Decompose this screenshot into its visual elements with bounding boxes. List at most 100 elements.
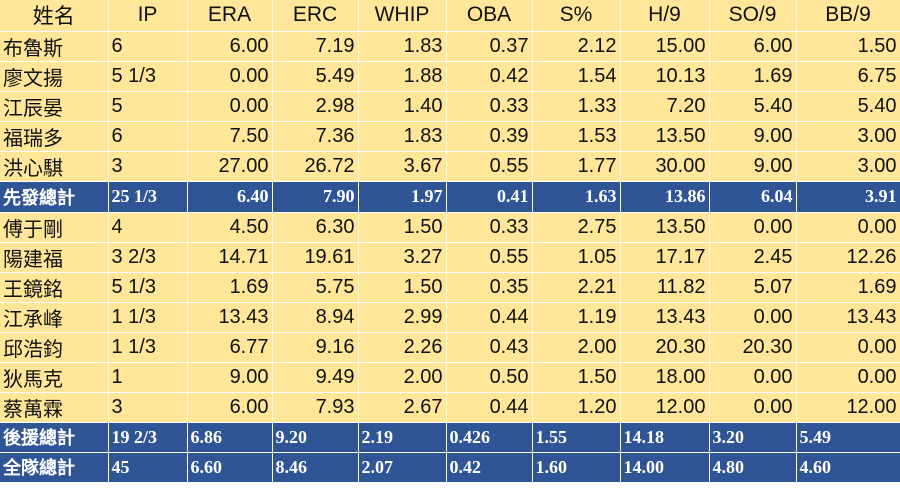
cell-s-pct: 1.55 [532,422,621,453]
cell-bb9: 5.49 [796,422,900,453]
col-header-era: ERA [187,0,273,32]
cell-ip: 5 [108,91,188,122]
cell-oba: 0.426 [446,422,533,453]
cell-ip: 19 2/3 [108,422,188,453]
cell-era: 7.50 [187,121,273,152]
cell-whip: 1.83 [358,121,447,152]
cell-s-pct: 1.77 [532,151,621,182]
player-name: 邱浩鈞 [0,332,109,363]
col-header-erc: ERC [272,0,359,32]
cell-ip: 4 [108,212,188,243]
cell-whip: 1.40 [358,91,447,122]
cell-era: 6.86 [187,422,273,453]
table-row: 蔡萬霖 3 6.00 7.93 2.67 0.44 1.20 12.00 0.0… [0,392,900,423]
cell-ip: 5 1/3 [108,61,188,92]
cell-erc: 5.49 [272,61,359,92]
cell-h9: 7.20 [620,91,710,122]
cell-oba: 0.55 [446,242,533,273]
cell-so9: 3.20 [709,422,797,453]
cell-bb9: 0.00 [796,362,900,393]
cell-s-pct: 1.60 [532,452,621,483]
cell-s-pct: 1.50 [532,362,621,393]
cell-h9: 20.30 [620,332,710,363]
cell-era: 1.69 [187,272,273,303]
cell-era: 6.00 [187,392,273,423]
cell-bb9: 1.69 [796,272,900,303]
header-row: 姓名 IP ERA ERC WHIP OBA S% H/9 SO/9 BB/9 [0,0,900,32]
cell-bb9: 12.26 [796,242,900,273]
col-header-ip: IP [108,0,188,32]
col-header-whip: WHIP [358,0,447,32]
cell-whip: 1.97 [358,181,447,213]
cell-ip: 1 1/3 [108,332,188,363]
cell-erc: 5.75 [272,272,359,303]
player-name: 布魯斯 [0,31,109,62]
player-name: 江辰晏 [0,91,109,122]
cell-erc: 8.46 [272,452,359,483]
cell-erc: 7.19 [272,31,359,62]
team-total-row: 全隊總計 45 6.60 8.46 2.07 0.42 1.60 14.00 4… [0,452,900,483]
col-header-h9: H/9 [620,0,710,32]
cell-h9: 13.86 [620,181,710,213]
cell-ip: 5 1/3 [108,272,188,303]
table-row: 福瑞多 6 7.50 7.36 1.83 0.39 1.53 13.50 9.0… [0,121,900,152]
cell-bb9: 1.50 [796,31,900,62]
cell-ip: 3 2/3 [108,242,188,273]
cell-h9: 13.43 [620,302,710,333]
cell-s-pct: 1.33 [532,91,621,122]
cell-bb9: 4.60 [796,452,900,483]
table-row: 洪心騏 3 27.00 26.72 3.67 0.55 1.77 30.00 9… [0,151,900,182]
cell-erc: 7.93 [272,392,359,423]
cell-bb9: 5.40 [796,91,900,122]
cell-ip: 25 1/3 [108,181,188,213]
cell-era: 6.77 [187,332,273,363]
cell-bb9: 3.00 [796,121,900,152]
player-name: 廖文揚 [0,61,109,92]
cell-so9: 0.00 [709,392,797,423]
cell-s-pct: 2.75 [532,212,621,243]
cell-h9: 14.00 [620,452,710,483]
cell-s-pct: 1.63 [532,181,621,213]
cell-bb9: 0.00 [796,332,900,363]
cell-whip: 2.19 [358,422,447,453]
cell-era: 13.43 [187,302,273,333]
starters-total-row: 先發總計 25 1/3 6.40 7.90 1.97 0.41 1.63 13.… [0,181,900,213]
cell-h9: 17.17 [620,242,710,273]
table-row: 狄馬克 1 9.00 9.49 2.00 0.50 1.50 18.00 0.0… [0,362,900,393]
cell-whip: 1.88 [358,61,447,92]
table-row: 邱浩鈞 1 1/3 6.77 9.16 2.26 0.43 2.00 20.30… [0,332,900,363]
col-header-name: 姓名 [0,0,109,32]
cell-h9: 10.13 [620,61,710,92]
table-row: 江承峰 1 1/3 13.43 8.94 2.99 0.44 1.19 13.4… [0,302,900,333]
cell-ip: 1 [108,362,188,393]
cell-so9: 4.80 [709,452,797,483]
cell-erc: 7.36 [272,121,359,152]
col-header-oba: OBA [446,0,533,32]
cell-erc: 6.30 [272,212,359,243]
cell-oba: 0.33 [446,212,533,243]
cell-so9: 0.00 [709,362,797,393]
cell-so9: 0.00 [709,212,797,243]
cell-era: 6.40 [187,181,273,213]
player-name: 江承峰 [0,302,109,333]
player-name: 王鏡銘 [0,272,109,303]
cell-whip: 1.50 [358,272,447,303]
cell-so9: 9.00 [709,121,797,152]
cell-whip: 2.00 [358,362,447,393]
cell-s-pct: 1.54 [532,61,621,92]
player-name: 傅于剛 [0,212,109,243]
cell-oba: 0.43 [446,332,533,363]
cell-whip: 2.67 [358,392,447,423]
col-header-s-pct: S% [532,0,621,32]
cell-era: 0.00 [187,61,273,92]
total-label: 全隊總計 [0,452,109,483]
cell-h9: 15.00 [620,31,710,62]
cell-erc: 9.20 [272,422,359,453]
cell-h9: 11.82 [620,272,710,303]
table-row: 傅于剛 4 4.50 6.30 1.50 0.33 2.75 13.50 0.0… [0,212,900,243]
cell-whip: 2.99 [358,302,447,333]
cell-s-pct: 2.12 [532,31,621,62]
cell-bb9: 3.00 [796,151,900,182]
cell-erc: 9.16 [272,332,359,363]
